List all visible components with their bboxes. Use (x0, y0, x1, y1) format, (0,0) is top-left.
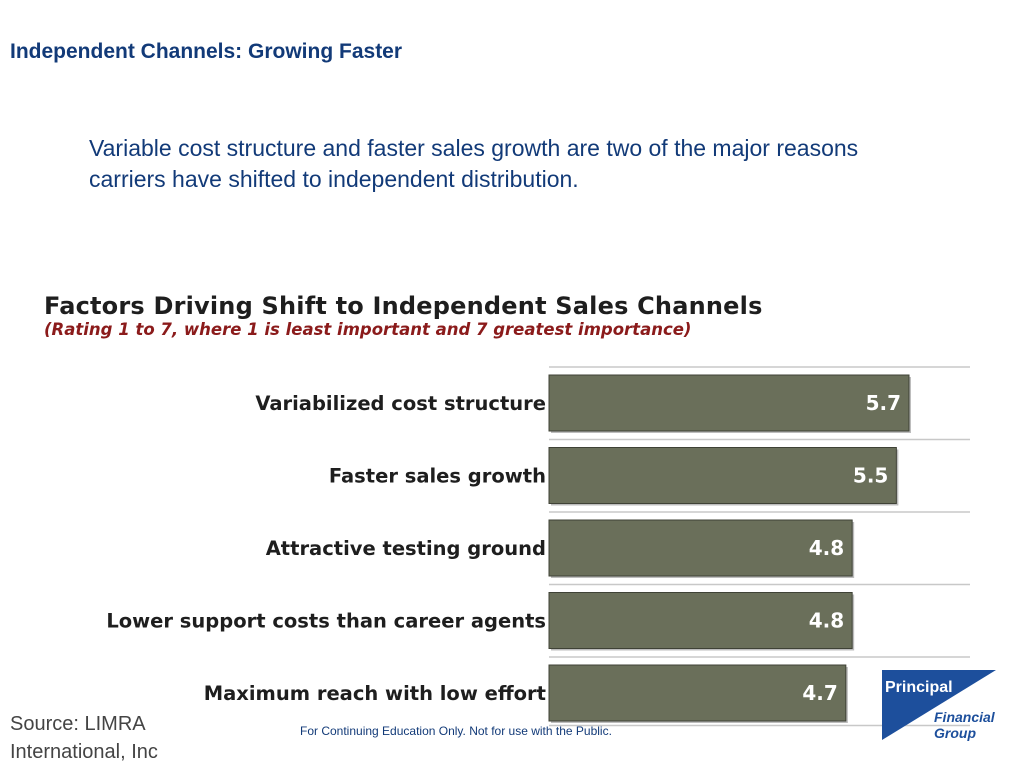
intro-text: Variable cost structure and faster sales… (89, 135, 859, 192)
category-label: Maximum reach with low effort (204, 682, 546, 705)
category-label: Lower support costs than career agents (106, 610, 546, 633)
bar (548, 519, 853, 577)
slide-title: Independent Channels: Growing Faster (10, 40, 403, 63)
category-label: Variabilized cost structure (255, 392, 546, 415)
bar-value-label: 4.8 (809, 609, 844, 633)
bar (548, 664, 847, 722)
category-label: Faster sales growth (329, 465, 546, 488)
logo-text-principal: Principal (885, 679, 953, 696)
chart-title: Factors Driving Shift to Independent Sal… (44, 292, 763, 320)
bar (548, 447, 897, 504)
bar (548, 592, 853, 649)
logo-text-group: Group (934, 725, 976, 741)
logo-text-financial: Financial (934, 709, 996, 725)
category-label: Attractive testing ground (266, 537, 546, 560)
source-note: Source: LIMRA International, Inc (10, 713, 158, 763)
bar-value-label: 4.8 (809, 536, 844, 560)
bar (548, 374, 910, 432)
principal-logo: Principal Financial Group (882, 670, 996, 741)
bar-value-label: 5.7 (866, 391, 901, 415)
bar-value-label: 4.7 (802, 681, 837, 705)
bar-value-label: 5.5 (853, 464, 888, 488)
footer-disclaimer: For Continuing Education Only. Not for u… (300, 724, 612, 738)
chart-subtitle: (Rating 1 to 7, where 1 is least importa… (44, 320, 692, 339)
